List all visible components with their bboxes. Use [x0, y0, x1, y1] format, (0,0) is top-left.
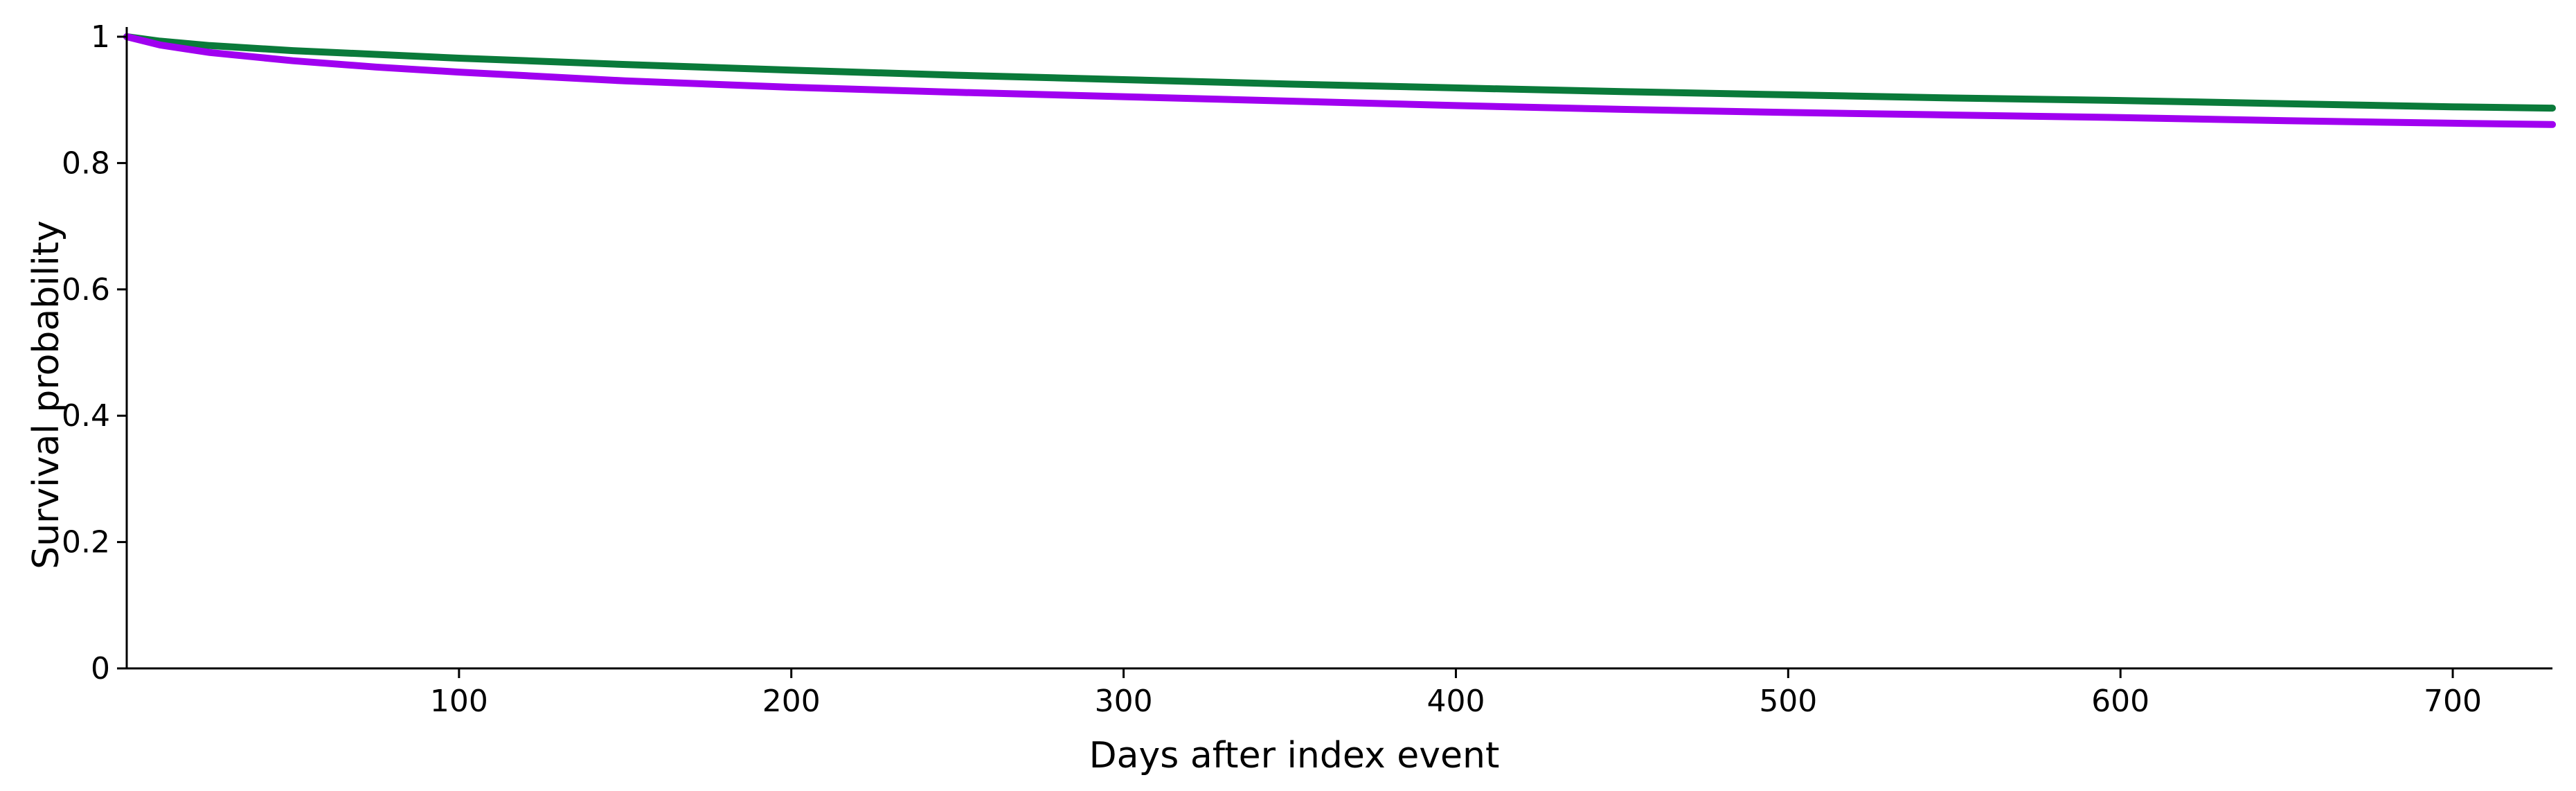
- series-layer: [123, 33, 2556, 128]
- series-line-2: [123, 33, 2556, 128]
- x-tick-label: 700: [2424, 684, 2482, 719]
- y-tick-label: 1: [91, 19, 110, 55]
- y-axis-title: Survival probability: [26, 220, 67, 569]
- series-line-1: [123, 33, 2556, 112]
- x-tick-label: 200: [762, 684, 821, 719]
- x-tick-label: 500: [1759, 684, 1817, 719]
- y-tick-label: 0.6: [62, 272, 110, 308]
- x-tick-label: 100: [430, 684, 488, 719]
- x-tick-label: 600: [2091, 684, 2149, 719]
- y-tick-label: 0.4: [62, 398, 110, 434]
- y-tick-label: 0.8: [62, 145, 110, 181]
- axes-layer: [125, 27, 2552, 670]
- x-axis-title: Days after index event: [1089, 735, 1500, 776]
- x-tick-label: 300: [1095, 684, 1153, 719]
- ticks-layer: 100 200 300 400 500 600 700 0 0.2 0.4 0.6 0.8 1: [62, 19, 2482, 719]
- y-tick-label: 0.2: [62, 525, 110, 560]
- y-tick-label: 0: [91, 651, 110, 686]
- x-tick-label: 400: [1426, 684, 1485, 719]
